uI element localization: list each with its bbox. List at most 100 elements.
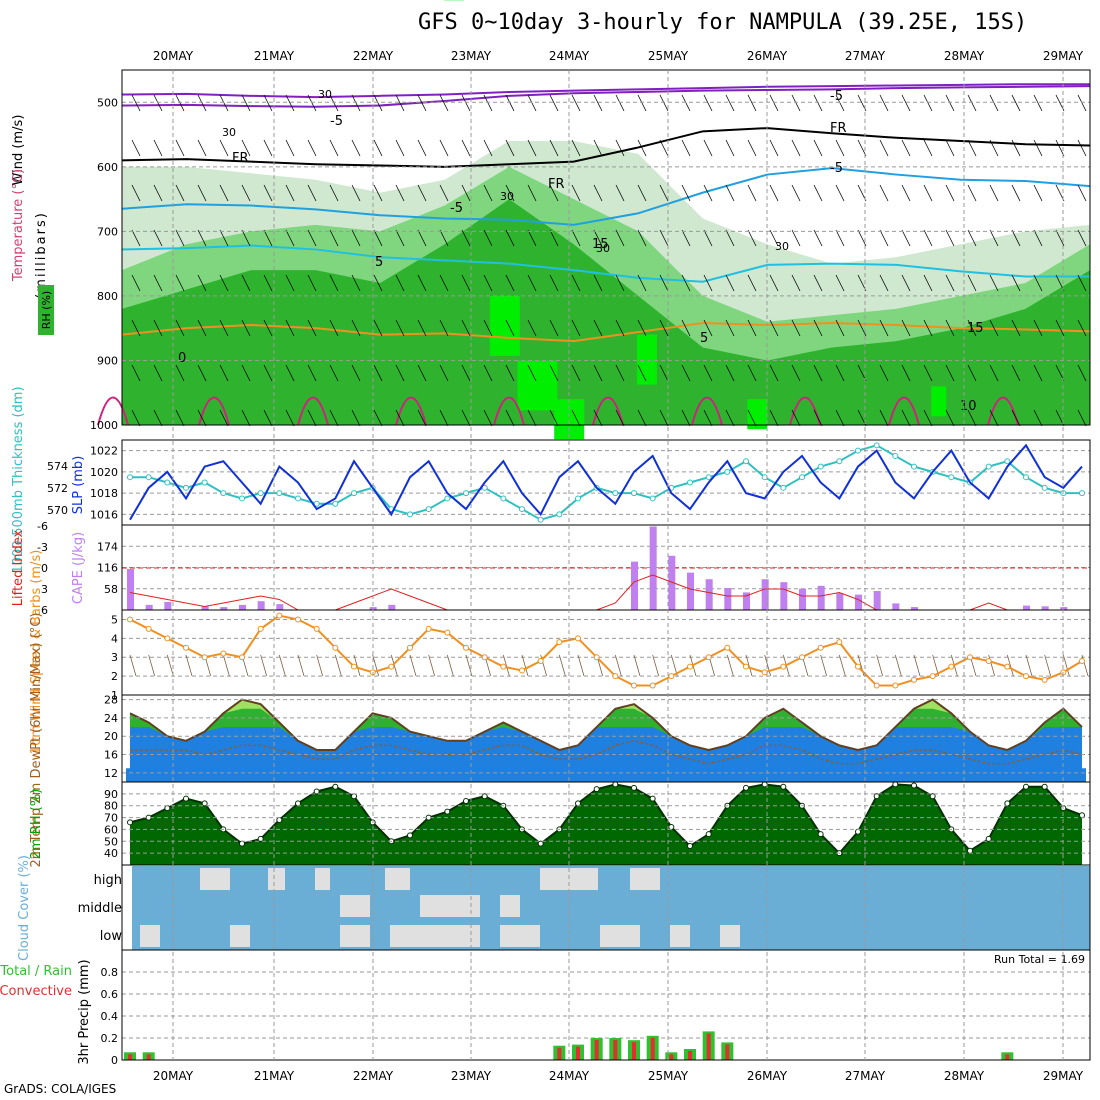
isotherm-label: 15 [592, 237, 609, 252]
wind-barb [791, 409, 801, 427]
wind-barb [615, 229, 625, 247]
wind-speed-line-point [1079, 658, 1085, 664]
rh-label: 30 [775, 240, 789, 253]
isotherm-line [493, 396, 525, 426]
wind-barb [461, 274, 471, 292]
wind-barb [1011, 409, 1021, 427]
wind-barb [945, 229, 955, 247]
wind-barb [876, 654, 884, 677]
wind-barb [417, 364, 427, 382]
wind-barb [153, 184, 163, 202]
wind-barb [329, 319, 339, 337]
pressure-tick-label: 1000 [90, 419, 118, 432]
wind-barb [703, 274, 713, 292]
wind-barb [769, 184, 779, 202]
wind-barb [549, 319, 559, 337]
wind-barb [219, 184, 229, 202]
rh-label: 30 [318, 88, 332, 101]
rh-line-point [1079, 812, 1085, 819]
precip-convective-bar [706, 1033, 711, 1060]
wind-barb [1011, 274, 1021, 292]
rh-moist-area [931, 386, 947, 417]
wind-barb [1077, 139, 1087, 157]
rh-line-point [575, 800, 581, 807]
wind-barb [263, 184, 273, 202]
wind-barb [527, 184, 537, 202]
wind-barb [637, 94, 647, 112]
rh-tick-label: 40 [104, 847, 118, 860]
precip-convective-bar [632, 1042, 636, 1060]
cape-tick-label: 58 [104, 583, 118, 596]
cape-bar [799, 588, 806, 610]
wind-barb [351, 409, 361, 427]
pressure-tick-label: 900 [97, 354, 118, 367]
wind-barb [521, 654, 529, 677]
wind-barb [1033, 274, 1043, 292]
thickness-line-point [892, 452, 899, 459]
isotherm-line [592, 396, 624, 426]
cape-bar [687, 572, 694, 610]
wind-barb [1011, 184, 1021, 202]
cloud-middle [500, 895, 520, 917]
wind-barb [549, 274, 559, 292]
wind-barb [901, 409, 911, 427]
wind-barb [571, 94, 581, 112]
wind-speed-line-point [743, 663, 749, 670]
wind-speed-line-point [687, 663, 693, 670]
temp-tick-label: 16 [104, 749, 118, 762]
cape-bar [220, 607, 228, 610]
rh-line-point [967, 847, 973, 854]
wind-speed-line-point [649, 682, 656, 689]
wind-barb [329, 409, 339, 427]
day-label-top: 21MAY [254, 49, 295, 63]
rh-line-point [481, 793, 488, 800]
thickness-line-point [164, 479, 171, 486]
wind-barb [428, 654, 436, 677]
wind-barb [219, 319, 229, 337]
rh-line-point [276, 816, 283, 823]
wind-barb [989, 229, 999, 247]
wind-speed-line-point [407, 644, 413, 651]
day-label-bottom: 22MAY [353, 1069, 394, 1083]
cape-bar [239, 604, 246, 610]
wind-barb [571, 319, 581, 337]
wind-barb [505, 319, 515, 337]
pressure-axis-label: (millibars) [34, 211, 49, 299]
wind-barb [1055, 139, 1065, 157]
wind-barb [461, 139, 471, 157]
rh-tick-label: 60 [104, 823, 118, 836]
wind-barb [483, 409, 493, 427]
wind-barb [329, 94, 339, 112]
wind-barb [659, 364, 669, 382]
thickness-line-point [332, 500, 339, 507]
slp-tick-label: 1018 [90, 487, 118, 500]
day-label-top: 20MAY [153, 49, 194, 63]
wind-barb [417, 409, 427, 427]
isotherm-line [121, 322, 1091, 343]
wind-barb [747, 274, 757, 292]
wind-speed-line-point [855, 663, 861, 670]
wind-barb [483, 184, 493, 202]
wind-barb [153, 94, 163, 112]
wind-barb [131, 364, 141, 382]
wind-barb [263, 319, 273, 337]
wind-barb [923, 364, 933, 382]
wind-barb [945, 364, 955, 382]
wind-barb [527, 94, 537, 112]
wind-barb [505, 409, 515, 427]
wind-barb [703, 139, 713, 157]
cloud-tick-label: high [94, 873, 122, 888]
slp-tick-label: 1022 [90, 445, 118, 458]
wind-barb [549, 229, 559, 247]
wind-barb [219, 274, 229, 292]
isotherm-label: -5 [450, 201, 463, 216]
wind-barb [879, 139, 889, 157]
thickness-line-point [1004, 458, 1011, 465]
wind-barb [1033, 319, 1043, 337]
wind-barb [681, 274, 691, 292]
wind-barb [1033, 139, 1043, 157]
rh-line-point [929, 793, 936, 800]
wind-barb [219, 409, 229, 427]
wind-barb [222, 654, 230, 677]
wind-barb [857, 229, 867, 247]
